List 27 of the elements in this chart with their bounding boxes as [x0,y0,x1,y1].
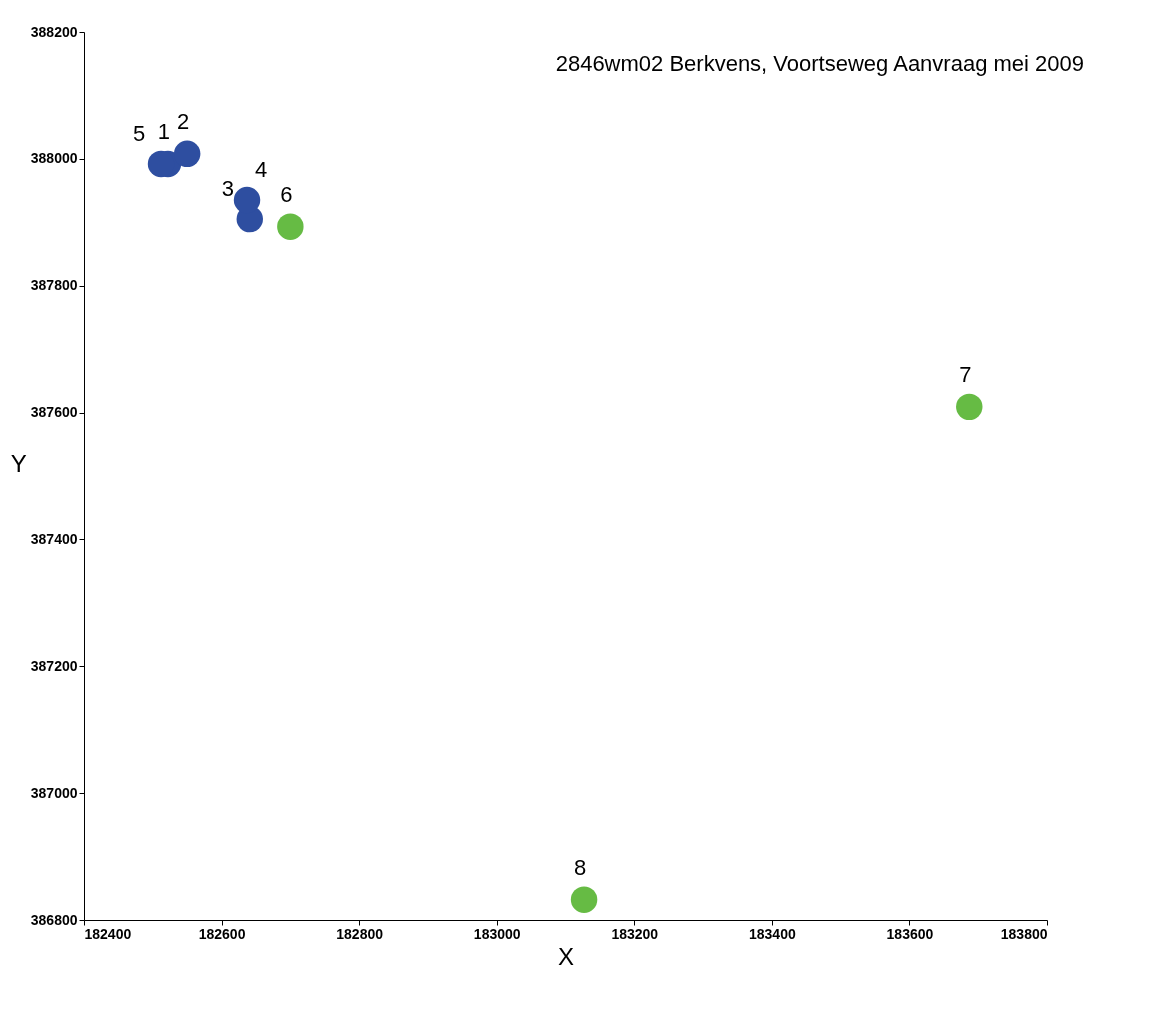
x-tick-label: 182400 [84,925,132,942]
x-tick-label: 183800 [1000,925,1048,942]
y-tick-label: 387600 [30,404,78,421]
annotation: 2 [177,108,190,134]
x-tick-label: 183000 [473,925,521,942]
x-axis-title: X [557,942,575,970]
y-tick-label: 387200 [30,657,78,674]
y-tick-label: 388000 [30,150,78,167]
annotation: 1 [157,118,171,144]
annotation: 4 [254,157,268,183]
annotation: 5 [132,120,146,146]
y-axis-title: Y [10,449,27,477]
x-tick-label: 182800 [336,925,384,942]
x-tick-label: 183400 [749,925,796,942]
text: 2846wm02 Berkvens, Voortseweg Aanvraag mei 2009 [555,51,1084,76]
x-tick-label: 182600 [198,925,246,942]
y-tick-label: 387800 [30,277,78,294]
x-tick-label: 183200 [611,925,659,942]
y-tick-label: 388200 [30,23,78,40]
annotation: 8 [573,854,587,880]
annotation: 3 [221,176,234,202]
x-tick-label: 183600 [886,925,934,942]
y-tick-label: 386800 [30,911,78,928]
annotation: 6 [280,181,293,207]
y-tick-label: 387400 [30,530,78,547]
annotation: 7 [959,361,972,387]
y-tick-label: 387000 [30,784,78,801]
